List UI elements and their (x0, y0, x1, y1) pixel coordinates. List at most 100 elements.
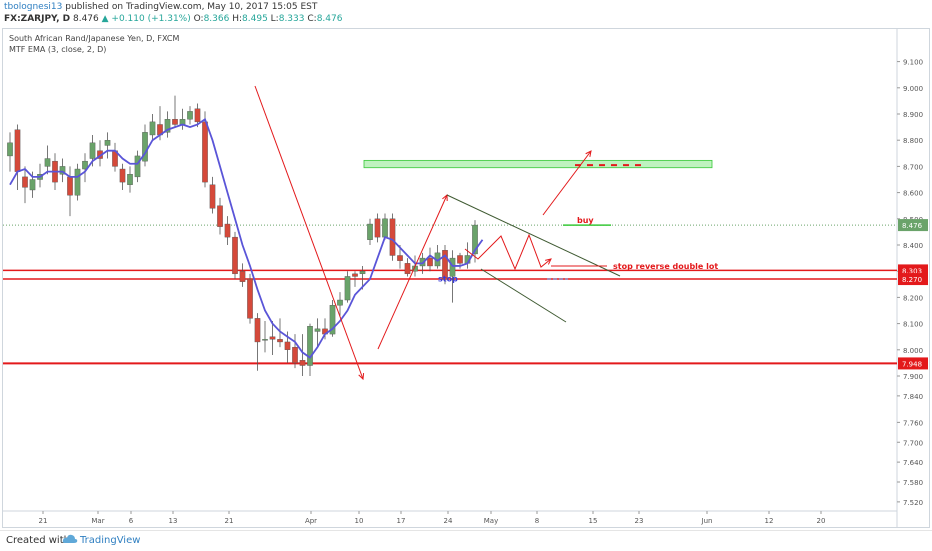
candle (239, 263, 246, 287)
candle-body (329, 305, 336, 335)
y-tick-label: 8.700 (903, 163, 923, 171)
y-tick-label: 8.100 (903, 321, 923, 329)
arrow-target (542, 150, 592, 216)
arrow-head (545, 258, 552, 265)
candle (22, 166, 28, 204)
candle-body (67, 176, 73, 196)
candle-body (277, 339, 283, 343)
tradingview-cloud-icon (62, 534, 78, 543)
y-tick-label: 9.100 (903, 59, 923, 67)
candle (329, 300, 336, 337)
y-tick-label: 8.200 (903, 294, 923, 302)
y-tick-label: 7.700 (903, 439, 923, 447)
candle-body (254, 318, 261, 343)
last-price: 8.476 (72, 14, 99, 24)
arrow-head (358, 372, 365, 381)
x-tick-label: 12 (765, 517, 774, 525)
candle (359, 265, 366, 290)
candle-body (247, 278, 253, 319)
x-tick-label: 13 (169, 517, 178, 525)
candle (104, 132, 111, 159)
arrow-down-leg (254, 85, 364, 380)
price-label-text: 8.303 (902, 267, 922, 275)
candle-body (352, 273, 358, 277)
created-with-label: Created with (6, 535, 70, 546)
x-tick-label: 24 (444, 517, 453, 525)
candle (472, 220, 478, 263)
candle (232, 231, 238, 280)
x-tick-label: 21 (225, 517, 234, 525)
candle (269, 320, 276, 356)
candle-body (134, 155, 141, 178)
price-label-box (898, 357, 928, 370)
candle (224, 216, 231, 245)
candle (344, 271, 351, 303)
candle-body (29, 179, 36, 191)
y-tick-label: 7.760 (903, 419, 923, 427)
price-label-box (898, 219, 928, 232)
candle-body (449, 257, 456, 277)
y-tick-label: 8.600 (903, 190, 923, 198)
author-link[interactable]: tbolognesi13 (4, 2, 63, 12)
candle-body (472, 224, 478, 255)
price-label-box (898, 273, 928, 286)
candle (194, 103, 201, 128)
target-zone (363, 159, 713, 169)
candle (164, 111, 171, 138)
chart-panel[interactable]: South African Rand/Japanese Yen, D, FXCM… (2, 28, 930, 528)
tradingview-brand[interactable]: TradingView (80, 535, 141, 546)
price-chart[interactable]: South African Rand/Japanese Yen, D, FXCM… (3, 29, 929, 527)
candle (142, 124, 148, 167)
candle-body (374, 218, 381, 238)
candle-body (314, 328, 321, 332)
candle-body (187, 111, 193, 120)
time-axis[interactable]: 21 Mar 6 13 21 Apr 10 17 24 May 8 15 23 Jun 12 20 (39, 511, 826, 525)
arrow-zigzag (464, 233, 552, 271)
stop-label: stop (438, 275, 458, 284)
y-tick-label: 7.640 (903, 459, 923, 467)
candle (187, 106, 193, 125)
candle-body (269, 336, 276, 340)
price-label-text: 8.270 (902, 276, 922, 284)
candle (254, 313, 261, 371)
chart-grid (3, 29, 898, 527)
candle-body (202, 121, 208, 183)
candle-body (82, 160, 88, 170)
candle-body (262, 339, 268, 341)
candle (307, 323, 313, 376)
candles-layer (7, 95, 478, 376)
y-tick-label: 8.400 (903, 242, 923, 250)
x-tick-label: Apr (305, 517, 317, 525)
candle-body (14, 129, 21, 172)
quote-line: FX:ZARJPY, D 8.476 ▲ +0.110 (+1.31%) O:8… (4, 14, 342, 24)
y-tick-label: 7.520 (903, 499, 923, 507)
ema-layer (9, 117, 484, 359)
candle-body (217, 205, 223, 227)
indicator-label: MTF EMA (3, close, 2, D) (9, 45, 106, 54)
candle (374, 213, 381, 243)
candle (389, 213, 396, 261)
chart-title: South African Rand/Japanese Yen, D, FXCM (9, 34, 179, 43)
open-label: O: (193, 14, 204, 24)
candle (442, 245, 448, 285)
x-tick-label: Mar (91, 517, 104, 525)
low-value: 8.333 (278, 14, 305, 24)
candle (292, 334, 298, 369)
chart-header: tbolognesi13 published on TradingView.co… (0, 0, 932, 26)
x-tick-label: 21 (39, 517, 48, 525)
candle-body (457, 255, 463, 264)
price-axis[interactable]: 9.1009.0008.9008.8008.7008.6008.5008.400… (897, 59, 928, 507)
candle-body (142, 132, 148, 162)
y-tick-label: 8.900 (903, 111, 923, 119)
price-levels-layer (3, 269, 897, 365)
buy-label: buy (577, 216, 594, 225)
publish-info: published on TradingView.com, May 10, 20… (65, 2, 318, 12)
candle-body (74, 168, 81, 196)
candle-body (382, 218, 388, 238)
candle (434, 245, 441, 269)
candle (262, 320, 268, 353)
channel-lower (480, 268, 567, 323)
low-label: L: (270, 14, 279, 24)
high-label: H: (232, 14, 243, 24)
candle (277, 318, 283, 348)
